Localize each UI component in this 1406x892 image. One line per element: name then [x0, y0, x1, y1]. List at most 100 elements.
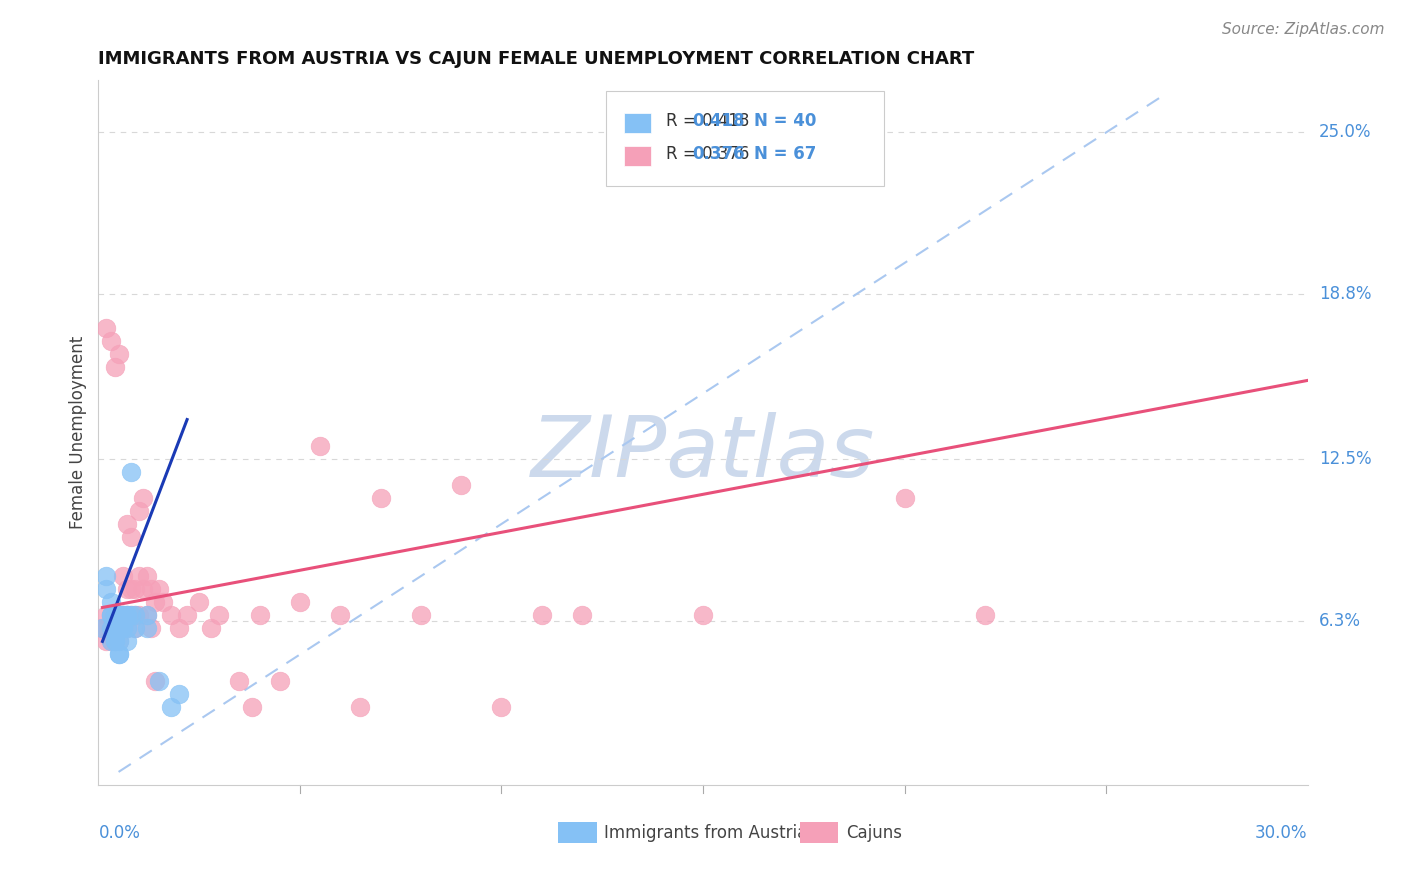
- Point: [103, 634, 125, 648]
- Text: 6.3%: 6.3%: [1319, 612, 1361, 630]
- Point: [96, 582, 118, 597]
- FancyBboxPatch shape: [800, 822, 838, 843]
- Point: [96, 621, 118, 635]
- Point: [103, 621, 125, 635]
- Point: [107, 621, 129, 635]
- Point: [100, 608, 122, 623]
- Point: [176, 608, 198, 623]
- Point: [240, 699, 263, 714]
- Point: [103, 360, 125, 375]
- Point: [91, 621, 114, 635]
- Text: Source: ZipAtlas.com: Source: ZipAtlas.com: [1222, 22, 1385, 37]
- Text: N = 40: N = 40: [754, 112, 815, 130]
- Point: [139, 621, 162, 635]
- Point: [228, 673, 250, 688]
- Point: [167, 687, 190, 701]
- Point: [160, 608, 183, 623]
- Point: [167, 621, 190, 635]
- Point: [450, 478, 472, 492]
- Point: [208, 608, 231, 623]
- Point: [100, 634, 122, 648]
- Point: [530, 608, 553, 623]
- Point: [188, 595, 211, 609]
- FancyBboxPatch shape: [624, 113, 651, 133]
- Point: [329, 608, 352, 623]
- Point: [107, 608, 129, 623]
- Point: [91, 621, 114, 635]
- Point: [288, 595, 311, 609]
- Point: [115, 621, 138, 635]
- FancyBboxPatch shape: [558, 822, 596, 843]
- Text: ZIPatlas: ZIPatlas: [531, 412, 875, 495]
- Point: [139, 582, 162, 597]
- Text: IMMIGRANTS FROM AUSTRIA VS CAJUN FEMALE UNEMPLOYMENT CORRELATION CHART: IMMIGRANTS FROM AUSTRIA VS CAJUN FEMALE …: [98, 50, 974, 68]
- Point: [152, 595, 174, 609]
- Point: [107, 621, 129, 635]
- Point: [124, 621, 146, 635]
- Point: [103, 608, 125, 623]
- Point: [409, 608, 432, 623]
- Text: 0.0%: 0.0%: [98, 824, 141, 842]
- Point: [128, 608, 150, 623]
- Y-axis label: Female Unemployment: Female Unemployment: [69, 336, 87, 529]
- Point: [107, 347, 129, 361]
- Text: N = 67: N = 67: [754, 145, 815, 163]
- Point: [96, 321, 118, 335]
- Point: [115, 621, 138, 635]
- Point: [124, 608, 146, 623]
- Point: [103, 634, 125, 648]
- Point: [115, 582, 138, 597]
- Point: [349, 699, 371, 714]
- Point: [100, 634, 122, 648]
- Point: [103, 621, 125, 635]
- Point: [103, 621, 125, 635]
- Point: [128, 569, 150, 583]
- Text: Immigrants from Austria: Immigrants from Austria: [603, 824, 807, 842]
- Text: 12.5%: 12.5%: [1319, 450, 1371, 467]
- Text: Cajuns: Cajuns: [845, 824, 901, 842]
- Point: [100, 608, 122, 623]
- Point: [111, 608, 134, 623]
- Point: [135, 569, 157, 583]
- Point: [200, 621, 222, 635]
- Point: [103, 608, 125, 623]
- Point: [115, 608, 138, 623]
- Text: 0.376: 0.376: [692, 145, 745, 163]
- Point: [111, 621, 134, 635]
- Point: [115, 516, 138, 531]
- Point: [103, 621, 125, 635]
- Point: [107, 634, 129, 648]
- Point: [115, 634, 138, 648]
- Point: [309, 439, 332, 453]
- Point: [143, 595, 166, 609]
- Point: [148, 673, 170, 688]
- Point: [107, 621, 129, 635]
- Point: [107, 648, 129, 662]
- Point: [96, 608, 118, 623]
- Point: [571, 608, 593, 623]
- Text: R = 0.418: R = 0.418: [665, 112, 749, 130]
- Point: [269, 673, 291, 688]
- Point: [160, 699, 183, 714]
- Point: [120, 530, 142, 544]
- Point: [124, 582, 146, 597]
- Point: [107, 634, 129, 648]
- Point: [100, 621, 122, 635]
- Point: [143, 673, 166, 688]
- Point: [111, 608, 134, 623]
- Point: [120, 608, 142, 623]
- Point: [132, 582, 155, 597]
- Point: [370, 491, 392, 505]
- Point: [103, 608, 125, 623]
- Point: [100, 621, 122, 635]
- Point: [132, 491, 155, 505]
- Point: [111, 621, 134, 635]
- Point: [249, 608, 271, 623]
- Point: [115, 608, 138, 623]
- Point: [111, 569, 134, 583]
- FancyBboxPatch shape: [624, 146, 651, 166]
- Point: [692, 608, 714, 623]
- Point: [103, 634, 125, 648]
- Point: [128, 504, 150, 518]
- Text: 30.0%: 30.0%: [1256, 824, 1308, 842]
